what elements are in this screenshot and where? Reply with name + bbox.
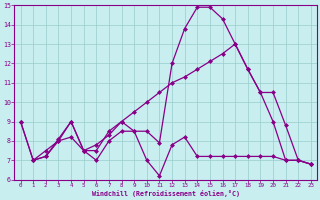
X-axis label: Windchill (Refroidissement éolien,°C): Windchill (Refroidissement éolien,°C) [92,190,240,197]
